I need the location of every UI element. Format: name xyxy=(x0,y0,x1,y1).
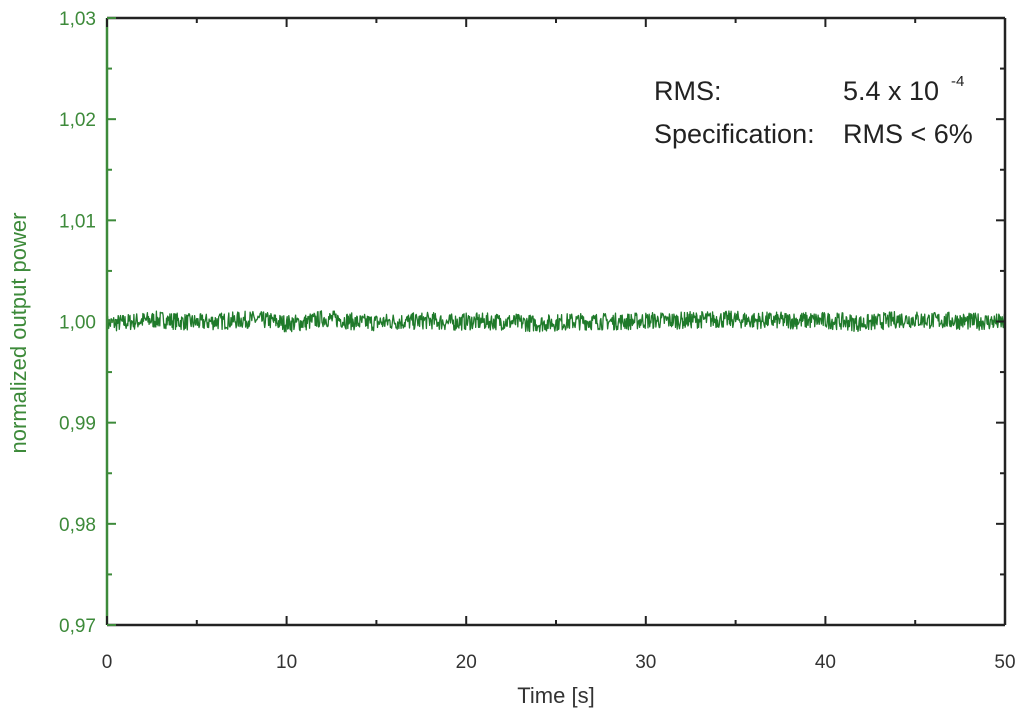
x-tick-label: 40 xyxy=(815,652,836,673)
x-tick-label: 10 xyxy=(276,652,297,673)
y-tick-label: 0,98 xyxy=(59,515,96,536)
y-tick-label: 1,01 xyxy=(59,211,96,232)
rms-value: 5.4 x 10 xyxy=(843,76,939,106)
y-tick-label: 1,02 xyxy=(59,110,96,131)
ticks xyxy=(106,17,1006,626)
y-axis-title: normalized output power xyxy=(6,213,31,454)
y-tick-label: 0,97 xyxy=(59,616,96,637)
x-tick-label: 30 xyxy=(635,652,656,673)
power-trace xyxy=(106,310,1006,333)
tick-labels: 0 10 20 30 40 50 0,97 0,98 0,99 1,00 1,01 1,02 1,03 xyxy=(59,9,1016,673)
spec-label: Specification: xyxy=(654,119,815,149)
series-line xyxy=(106,310,1006,333)
y-tick-label: 0,99 xyxy=(59,414,96,435)
x-tick-label: 0 xyxy=(102,652,113,673)
x-axis-title: Time [s] xyxy=(517,683,594,708)
y-tick-label: 1,00 xyxy=(59,313,96,334)
spec-value: RMS < 6% xyxy=(843,119,973,149)
x-tick-label: 20 xyxy=(456,652,477,673)
rms-label: RMS: xyxy=(654,76,722,106)
y-tick-label: 1,03 xyxy=(59,9,96,30)
rms-exponent: -4 xyxy=(951,73,964,90)
x-tick-label: 50 xyxy=(994,652,1015,673)
